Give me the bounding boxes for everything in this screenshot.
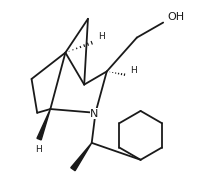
Text: H: H bbox=[35, 145, 42, 154]
Text: H: H bbox=[130, 66, 137, 75]
Text: N: N bbox=[90, 109, 99, 119]
Text: H: H bbox=[98, 32, 105, 41]
Text: OH: OH bbox=[167, 12, 184, 22]
Polygon shape bbox=[71, 143, 92, 171]
Polygon shape bbox=[37, 109, 50, 140]
